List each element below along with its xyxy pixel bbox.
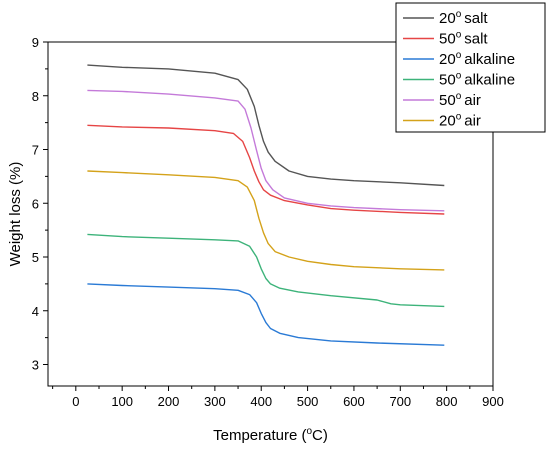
x-axis-title: Temperature (oC): [213, 426, 328, 444]
legend-label: 50o alkaline: [439, 71, 515, 89]
legend-label-suffix: air: [464, 92, 481, 109]
x-tick-label: 800: [436, 394, 458, 409]
y-tick-label: 4: [32, 304, 39, 319]
x-axis-title-suffix: C): [312, 427, 328, 444]
legend-label-prefix: 20: [439, 113, 456, 130]
legend-label-suffix: air: [464, 113, 481, 130]
x-axis-title-sup: o: [306, 426, 312, 437]
legend-label-sup: o: [456, 9, 462, 20]
series-line-2: [87, 283, 445, 346]
legend-label-prefix: 20: [439, 10, 456, 27]
x-tick-label: 900: [482, 394, 504, 409]
series-line-5: [87, 170, 445, 271]
legend-label: 50o air: [439, 91, 481, 109]
series-layer: [87, 64, 445, 346]
legend-label-sup: o: [456, 112, 462, 123]
x-tick-label: 200: [158, 394, 180, 409]
legend-label-prefix: 20: [439, 51, 456, 68]
legend-label-prefix: 50: [439, 92, 456, 109]
y-tick-label: 3: [32, 358, 39, 373]
x-tick-label: 700: [389, 394, 411, 409]
x-tick-label: 300: [204, 394, 226, 409]
y-tick-label: 6: [32, 196, 39, 211]
x-tick-label: 600: [343, 394, 365, 409]
series-line-3: [87, 233, 445, 308]
legend-label-prefix: 50: [439, 31, 456, 48]
legend-label: 20o air: [439, 112, 481, 130]
legend-label-suffix: alkaline: [464, 72, 515, 89]
axes-layer: 0 100 200 300 400 500 600 700 800 900 3 4 5 6 7 8 9 Tempe…: [7, 35, 504, 444]
legend-label: 50o salt: [439, 30, 488, 48]
legend-label-suffix: salt: [464, 31, 488, 48]
legend-label-sup: o: [456, 91, 462, 102]
legend-label: 20o salt: [439, 9, 488, 27]
y-tick-label: 8: [32, 89, 39, 104]
legend-label: 20o alkaline: [439, 50, 515, 68]
plot-border: [47, 41, 494, 387]
series-line-0: [87, 64, 445, 187]
legend-label-sup: o: [456, 50, 462, 61]
series-line-1: [87, 124, 445, 215]
legend-label-suffix: salt: [464, 10, 488, 27]
legend-label-prefix: 50: [439, 72, 456, 89]
y-tick-label: 5: [32, 250, 39, 265]
legend-label-suffix: alkaline: [464, 51, 515, 68]
y-axis-title: Weight loss (%): [7, 162, 24, 267]
x-tick-label: 400: [250, 394, 272, 409]
x-tick-label: 0: [72, 394, 79, 409]
y-tick-label: 7: [32, 143, 39, 158]
x-tick-label: 500: [297, 394, 319, 409]
legend-box: [395, 2, 546, 133]
series-line-4: [87, 89, 445, 212]
x-axis-title-text: Temperature (: [213, 427, 306, 444]
x-tick-label: 100: [111, 394, 133, 409]
y-tick-label: 9: [32, 35, 39, 50]
plot-area: [47, 41, 494, 387]
legend-label-sup: o: [456, 30, 462, 41]
legend-label-sup: o: [456, 71, 462, 82]
